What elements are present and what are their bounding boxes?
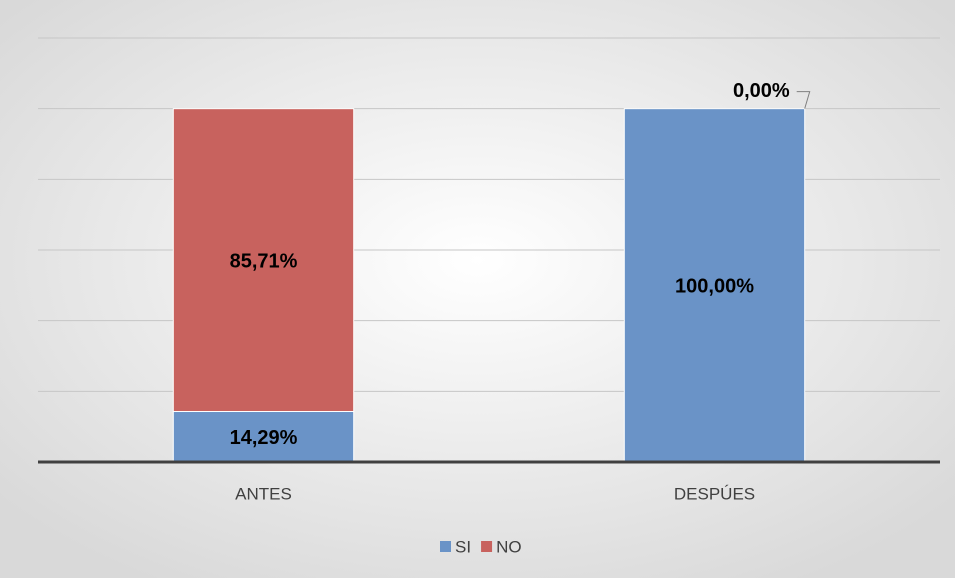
data-label: 85,71% bbox=[230, 250, 298, 272]
legend-swatch bbox=[481, 541, 493, 552]
bar-segment bbox=[172, 108, 355, 413]
data-label: 14,29% bbox=[230, 427, 298, 449]
data-label: 0,00% bbox=[733, 80, 790, 102]
x-tick-label: DESPÚES bbox=[674, 484, 755, 503]
legend-label: SI bbox=[455, 537, 471, 556]
data-label: 100,00% bbox=[675, 276, 754, 298]
leader-line bbox=[796, 91, 811, 109]
bar-segment bbox=[623, 108, 806, 463]
x-tick-label: ANTES bbox=[235, 484, 292, 503]
legend-swatch bbox=[440, 541, 451, 552]
legend-label: NO bbox=[496, 537, 522, 556]
